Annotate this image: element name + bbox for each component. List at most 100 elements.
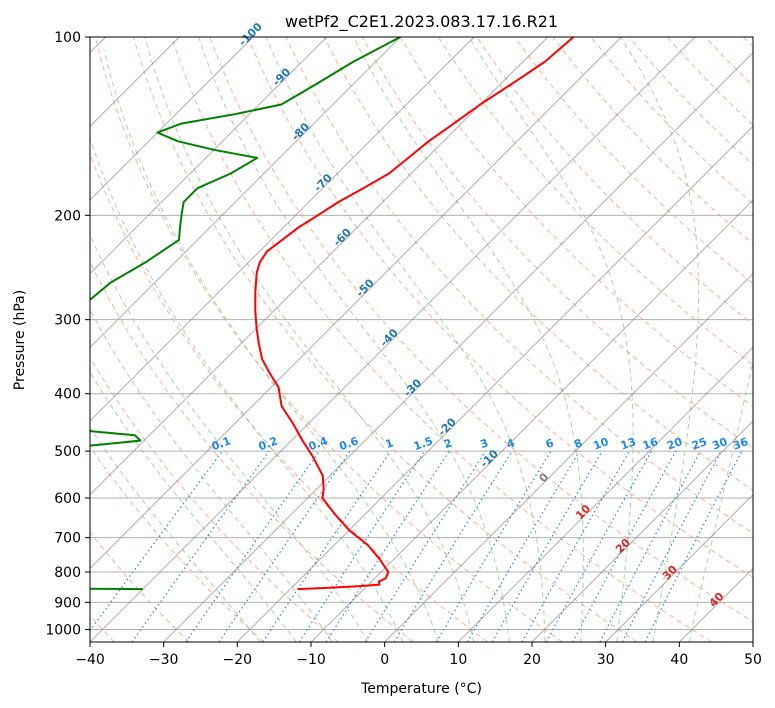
plot-background bbox=[90, 37, 753, 642]
y-tick-label: 400 bbox=[54, 387, 81, 403]
mixing-ratio-line bbox=[572, 450, 677, 642]
dry-adiabat bbox=[90, 152, 488, 642]
isotherm-line bbox=[752, 641, 753, 642]
isotherm-line bbox=[90, 37, 622, 569]
dry-adiabat bbox=[171, 37, 712, 642]
dry-adiabat bbox=[361, 37, 753, 449]
isotherm-line bbox=[90, 37, 327, 275]
y-tick-label: 500 bbox=[54, 444, 81, 460]
mixing-ratio-line bbox=[325, 450, 450, 642]
dry-adiabat bbox=[132, 37, 638, 642]
mixing-ratio-label: 0.2 bbox=[257, 434, 280, 453]
mixing-ratio-label: 25 bbox=[690, 435, 709, 452]
x-tick-label: 30 bbox=[597, 652, 615, 668]
y-axis: 100 200 300 400 500 600 700 800 900 1000 bbox=[45, 30, 90, 638]
isotherm-line bbox=[90, 37, 475, 422]
x-tick-label: −20 bbox=[223, 652, 253, 668]
moist-adiabat bbox=[90, 233, 369, 642]
mixing-ratio-label: 4 bbox=[505, 436, 517, 451]
y-tick-label: 700 bbox=[54, 531, 81, 547]
mixing-ratio-line bbox=[599, 450, 702, 642]
moist-adiabat bbox=[90, 308, 333, 642]
y-tick-label: 800 bbox=[54, 565, 81, 581]
y-tick-label: 600 bbox=[54, 491, 81, 507]
mixing-ratio-line bbox=[218, 450, 351, 642]
dry-adiabat bbox=[90, 446, 264, 642]
mixing-ratio-label: 0.1 bbox=[210, 434, 233, 453]
dry-adiabat bbox=[399, 37, 753, 407]
mixing-ratio-label: 30 bbox=[710, 435, 729, 453]
mixing-ratio-label: 2 bbox=[442, 436, 454, 451]
x-tick-label: −40 bbox=[75, 652, 105, 668]
x-axis-label: Temperature (°C) bbox=[360, 681, 482, 697]
gridlines bbox=[90, 37, 753, 630]
mixing-ratio-label: 1 bbox=[384, 436, 396, 451]
isotherm-line bbox=[90, 37, 254, 201]
mixing-ratio-label: 16 bbox=[641, 435, 660, 453]
mixing-ratio-lines bbox=[90, 450, 743, 642]
y-tick-label: 100 bbox=[54, 30, 81, 46]
y-axis-label: Pressure (hPa) bbox=[12, 290, 28, 390]
mixing-ratio-label: 6 bbox=[544, 436, 556, 451]
x-tick-label: 40 bbox=[670, 652, 688, 668]
moist-adiabat bbox=[90, 371, 297, 642]
mixing-ratio-label: 10 bbox=[592, 435, 611, 453]
dewpoint-line bbox=[90, 37, 401, 591]
mixing-ratio-line bbox=[298, 450, 425, 642]
isotherm-line bbox=[310, 199, 753, 642]
isotherm-line bbox=[384, 273, 753, 642]
isotherm-line bbox=[90, 37, 696, 642]
temperature-line bbox=[254, 37, 575, 591]
mixing-ratio-label: 36 bbox=[731, 435, 750, 453]
mixing-ratio-label: 8 bbox=[572, 436, 584, 451]
mixing-ratio-label: 20 bbox=[665, 435, 684, 453]
mixing-ratio-line bbox=[185, 450, 320, 642]
mixing-ratio-label: 1.5 bbox=[412, 434, 435, 453]
isotherm-line bbox=[237, 125, 753, 642]
x-tick-label: −10 bbox=[296, 652, 326, 668]
plot-frame bbox=[89, 36, 754, 643]
dry-adiabat bbox=[514, 37, 753, 285]
mixing-ratio-label: 0.4 bbox=[307, 434, 330, 453]
dry-adiabat bbox=[209, 37, 753, 623]
mixing-ratio-line bbox=[262, 450, 392, 642]
moist-adiabat bbox=[90, 426, 261, 642]
x-tick-label: 50 bbox=[744, 652, 762, 668]
mixing-ratio-label: 0.6 bbox=[338, 434, 361, 453]
mixing-ratio-label: 3 bbox=[478, 436, 490, 451]
isotherm-line bbox=[163, 52, 753, 642]
x-tick-label: −30 bbox=[149, 652, 179, 668]
dry-adiabat bbox=[94, 37, 563, 642]
moist-adiabat bbox=[265, 37, 546, 642]
isotherm-line bbox=[531, 420, 753, 642]
moist-adiabat bbox=[90, 136, 404, 642]
isotherms bbox=[90, 37, 753, 642]
mixing-ratio-label: 13 bbox=[619, 435, 638, 452]
isotherm-line bbox=[90, 37, 401, 348]
mixing-ratio-line bbox=[466, 450, 580, 642]
x-tick-label: 10 bbox=[449, 652, 467, 668]
x-tick-label: 20 bbox=[523, 652, 541, 668]
isotherm-line bbox=[90, 37, 548, 496]
moist-adiabat bbox=[353, 37, 584, 642]
moist-adiabat bbox=[103, 49, 439, 642]
chart-title: wetPf2_C2E1.2023.083.17.16.R21 bbox=[285, 12, 558, 32]
mixing-ratio-line bbox=[364, 450, 486, 642]
isotherm-line bbox=[605, 494, 753, 642]
mixing-ratio-line bbox=[435, 450, 552, 642]
profile-lines bbox=[90, 37, 575, 591]
isotherm-line bbox=[458, 346, 753, 642]
y-tick-label: 900 bbox=[54, 595, 81, 611]
dry-adiabat bbox=[90, 531, 190, 642]
moist-adiabats bbox=[90, 37, 753, 642]
moist-adiabat bbox=[144, 37, 475, 642]
y-tick-label: 200 bbox=[54, 208, 81, 224]
y-tick-label: 300 bbox=[54, 313, 81, 329]
dry-adiabat bbox=[247, 37, 753, 578]
x-tick-label: 0 bbox=[380, 652, 389, 668]
x-axis: −40 −30 −20 −10 0 10 20 30 40 50 bbox=[75, 642, 762, 668]
y-tick-label: 1000 bbox=[45, 622, 81, 638]
moist-adiabat bbox=[620, 37, 700, 642]
